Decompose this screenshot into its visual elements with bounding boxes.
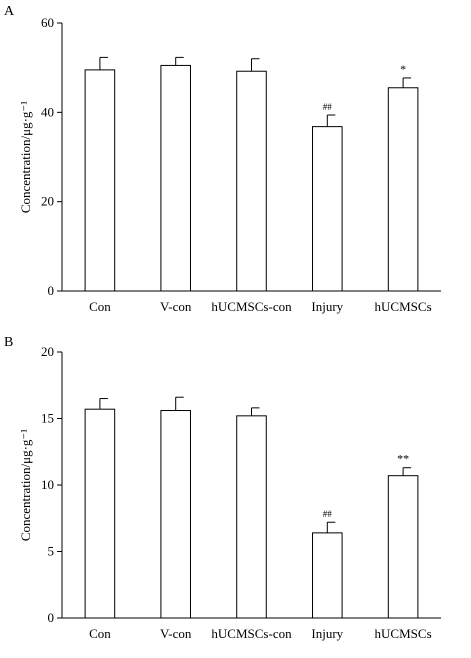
panel-label: A [4, 4, 15, 19]
y-tick-label: 20 [41, 344, 54, 359]
significance-marker: ## [323, 509, 333, 519]
bar [160, 64, 191, 292]
significance-marker: ## [323, 102, 333, 112]
y-tick-label: 15 [41, 411, 54, 426]
y-tick-label: 60 [41, 15, 54, 30]
bar [312, 532, 343, 619]
x-category-label: Con [89, 299, 111, 314]
y-tick-label: 0 [48, 610, 55, 625]
bar [84, 408, 116, 619]
y-tick-label: 5 [48, 544, 55, 559]
x-category-label: hUCMSCs-con [211, 299, 292, 314]
x-category-label: Con [89, 626, 111, 641]
y-tick-label: 40 [41, 104, 54, 119]
x-category-label: Injury [311, 626, 343, 641]
y-tick-label: 10 [41, 477, 54, 492]
y-axis-label: Concentration/μg·g⁻¹ [18, 429, 33, 541]
chart-panel-a: A Concentration/μg·g⁻¹ 0 20 40 60 Con V-con hUCM… [0, 0, 471, 320]
bar [387, 475, 419, 619]
significance-marker: ** [397, 452, 409, 466]
y-tick-label: 20 [41, 194, 54, 209]
chart-a-svg: A Concentration/μg·g⁻¹ 0 20 40 60 Con V-con hUCM… [4, 4, 441, 314]
x-category-label: hUCMSCs [375, 626, 432, 641]
bar [236, 70, 267, 292]
bar [387, 87, 419, 292]
y-axis-label: Concentration/μg·g⁻¹ [18, 101, 33, 213]
chart-panel-b: B Concentration/μg·g⁻¹ 0 5 10 15 20 Con V-con hUC… [0, 330, 471, 658]
bar [236, 415, 267, 619]
x-category-label: Injury [311, 299, 343, 314]
significance-marker: * [400, 62, 406, 76]
chart-b-svg: B Concentration/μg·g⁻¹ 0 5 10 15 20 Con V-con hUC… [4, 335, 441, 641]
x-category-label: hUCMSCs-con [211, 626, 292, 641]
y-tick-label: 0 [48, 283, 55, 298]
bar [84, 69, 116, 292]
panel-label: B [4, 335, 13, 350]
x-category-label: V-con [160, 299, 192, 314]
bar [160, 410, 191, 619]
x-category-label: hUCMSCs [375, 299, 432, 314]
x-category-label: V-con [160, 626, 192, 641]
bar [312, 126, 343, 292]
